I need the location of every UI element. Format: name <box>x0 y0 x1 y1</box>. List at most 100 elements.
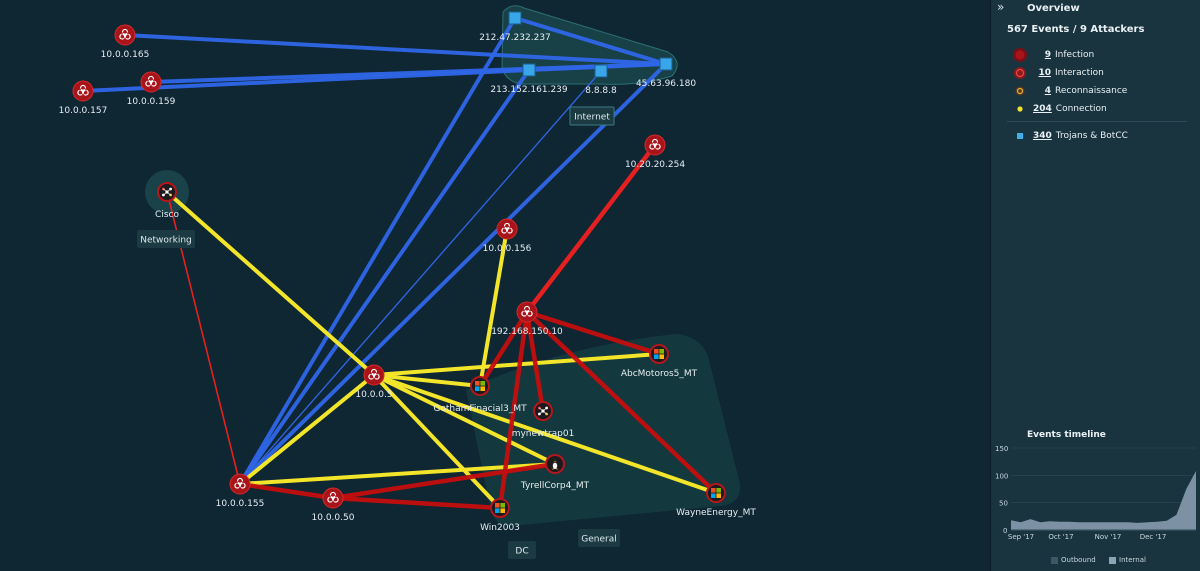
legend-trojans[interactable]: 340 Trojans & BotCC <box>1007 127 1197 145</box>
timeline-legend-internal[interactable]: Internal <box>1109 556 1146 564</box>
node-10-20-20-254[interactable]: 10.20.20.254 <box>625 134 685 170</box>
trojan-square-icon <box>508 11 522 25</box>
node-label: AbcMotoros5_MT <box>621 369 698 379</box>
node-label: 8.8.8.8 <box>585 86 617 96</box>
node-mynewtrap01[interactable]: mynewtrap01 <box>512 401 575 439</box>
node-10-0-0-50[interactable]: 10.0.0.50 <box>312 487 355 523</box>
overview-panel: » Overview 567 Events / 9 Attackers 9 In… <box>990 0 1200 571</box>
legend-count: 340 <box>1033 131 1052 141</box>
node-win2003[interactable]: Win2003 <box>480 498 520 533</box>
edge-infection[interactable] <box>477 309 530 389</box>
edge-trojans[interactable] <box>238 68 531 486</box>
legend-count: 9 <box>1044 50 1051 60</box>
node-label: 212.47.232.237 <box>479 33 551 43</box>
group-tag-internet[interactable]: Internet <box>569 106 615 126</box>
node-label: 10.0.0.159 <box>127 97 176 107</box>
timeline-x-tick: Oct '17 <box>1048 533 1073 541</box>
node-label: 10.0.0.156 <box>483 244 532 254</box>
node-label: 10.0.0.50 <box>312 513 355 523</box>
legend-infection[interactable]: 9 Infection <box>1007 46 1197 64</box>
node-gothamfinacial3-mt[interactable]: GothamFinacial3_MT <box>433 376 527 414</box>
edge-infection[interactable] <box>524 309 662 357</box>
node-192-168-150-10[interactable]: 192.168.150.10 <box>491 301 563 337</box>
edge-connection[interactable] <box>372 373 557 466</box>
edge-connection[interactable] <box>238 462 557 486</box>
attack-graph[interactable]: 10.0.0.165 10.0.0.159 10.0.0.157 212.47.232… <box>0 0 990 571</box>
group-tag-networking[interactable]: Networking <box>137 230 195 248</box>
node-10-0-0-5[interactable]: 10.0.0.5 <box>355 364 393 400</box>
edge-infection[interactable] <box>497 309 530 511</box>
timeline-internal-area[interactable] <box>1011 471 1196 530</box>
timeline-y-tick: 100 <box>995 472 1008 480</box>
edge-connection[interactable] <box>372 373 502 510</box>
timeline-y-tick: 50 <box>999 500 1008 508</box>
legend-count: 10 <box>1038 68 1051 78</box>
node-10-0-0-159[interactable]: 10.0.0.159 <box>127 71 176 107</box>
node-10-0-0-157[interactable]: 10.0.0.157 <box>59 80 108 116</box>
node-10-0-0-165[interactable]: 10.0.0.165 <box>101 24 150 60</box>
timeline-x-tick: Nov '17 <box>1095 533 1122 541</box>
edge-connection[interactable] <box>372 352 661 377</box>
edge-connection[interactable] <box>372 373 482 388</box>
infection-icon <box>1007 47 1033 63</box>
timeline-x-tick: Dec '17 <box>1140 533 1167 541</box>
node-45-63-96-180[interactable]: 45.63.96.180 <box>636 57 696 89</box>
node-label: 10.20.20.254 <box>625 160 685 170</box>
node-label: GothamFinacial3_MT <box>433 404 527 414</box>
legend-count: 4 <box>1044 86 1051 96</box>
legend-interaction[interactable]: 10 Interaction <box>1007 64 1197 82</box>
timeline-legend-outbound[interactable]: Outbound <box>1051 556 1096 564</box>
legend-label: Reconnaissance <box>1055 86 1128 96</box>
node-abcmotoros5-mt[interactable]: AbcMotoros5_MT <box>621 344 698 379</box>
edge-trojans[interactable] <box>513 16 668 66</box>
node-label: 10.0.0.155 <box>216 499 265 509</box>
legend-label: Internal <box>1119 556 1146 564</box>
node-layer: 10.0.0.165 10.0.0.159 10.0.0.157 212.47.232… <box>59 11 756 533</box>
legend-label: Interaction <box>1055 68 1104 78</box>
edge-infection[interactable] <box>237 481 336 501</box>
edge-connection[interactable] <box>478 227 509 388</box>
edge-connection[interactable] <box>165 190 376 377</box>
group-tag-label: Networking <box>140 236 192 246</box>
edge-trojans-thin[interactable] <box>239 70 602 485</box>
node-wayneenergy-mt[interactable]: WayneEnergy_MT <box>676 483 756 518</box>
node-label: 192.168.150.10 <box>491 327 563 337</box>
internal-swatch <box>1109 556 1116 564</box>
group-tag-general[interactable]: General <box>578 529 620 547</box>
outbound-swatch <box>1051 556 1058 564</box>
node-tyrellcorp4-mt[interactable]: TyrellCorp4_MT <box>520 454 590 491</box>
node-label: Cisco <box>155 210 179 220</box>
node-cisco[interactable]: Cisco <box>155 182 179 220</box>
edge-infection[interactable] <box>330 461 558 501</box>
edge-trojans[interactable] <box>238 62 668 486</box>
legend-connection[interactable]: 204 Connection <box>1007 100 1197 118</box>
legend: 9 Infection 10 Interaction 4 Reconnaissa… <box>1007 46 1197 145</box>
edge-connection[interactable] <box>238 373 376 486</box>
node-212-47-232-237[interactable]: 212.47.232.237 <box>479 11 551 43</box>
edge-infection[interactable] <box>524 309 719 496</box>
node-label: 10.0.0.165 <box>101 50 150 60</box>
edge-trojans[interactable] <box>123 33 668 66</box>
trojan-square-icon <box>522 63 536 77</box>
group-tag-label: General <box>581 535 616 545</box>
edge-trojans[interactable] <box>238 16 517 486</box>
edge-connection[interactable] <box>372 373 718 495</box>
collapse-panel-icon[interactable]: » <box>997 0 1005 14</box>
node-label: WayneEnergy_MT <box>676 508 756 518</box>
legend-reconnaissance[interactable]: 4 Reconnaissance <box>1007 82 1197 100</box>
edge-interaction-bright[interactable] <box>524 142 658 315</box>
node-213-152-161-239[interactable]: 213.152.161.239 <box>490 63 568 95</box>
node-10-0-0-155[interactable]: 10.0.0.155 <box>216 473 265 509</box>
group-tag-dc[interactable]: DC <box>508 541 536 559</box>
connection-icon <box>1007 101 1033 117</box>
node-label: mynewtrap01 <box>512 429 575 439</box>
legend-label: Connection <box>1055 104 1107 114</box>
group-tag-label: DC <box>515 547 528 557</box>
node-10-0-0-156[interactable]: 10.0.0.156 <box>483 218 532 254</box>
legend-label: Outbound <box>1061 556 1096 564</box>
node-8-8-8-8[interactable]: 8.8.8.8 <box>585 64 617 96</box>
edge-infection[interactable] <box>524 309 546 414</box>
edge-infection[interactable] <box>330 495 503 511</box>
legend-count: 204 <box>1033 104 1052 114</box>
